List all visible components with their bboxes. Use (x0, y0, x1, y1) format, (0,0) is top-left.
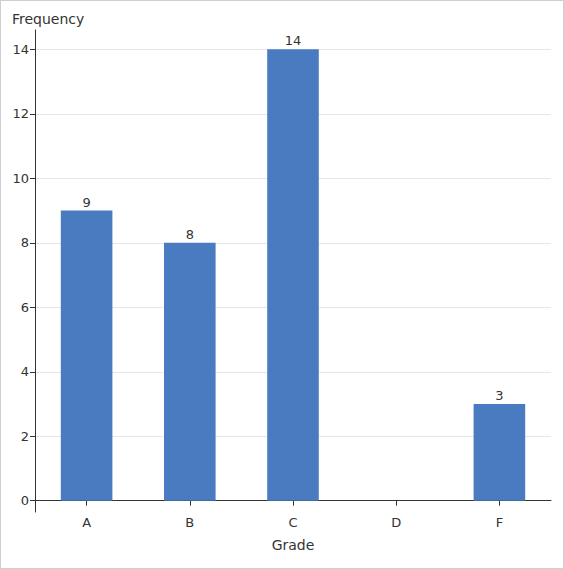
svg-text:D: D (391, 515, 401, 530)
svg-text:6: 6 (21, 300, 29, 315)
svg-text:Frequency: Frequency (12, 11, 84, 27)
svg-text:14: 14 (12, 42, 29, 57)
svg-text:9: 9 (82, 195, 90, 210)
svg-text:3: 3 (495, 388, 503, 403)
svg-text:14: 14 (285, 33, 302, 48)
svg-text:10: 10 (12, 171, 29, 186)
svg-text:0: 0 (21, 493, 29, 508)
svg-text:B: B (185, 515, 194, 530)
svg-text:Grade: Grade (272, 537, 315, 553)
svg-text:A: A (82, 515, 91, 530)
svg-text:F: F (496, 515, 503, 530)
svg-text:12: 12 (12, 106, 29, 121)
svg-text:2: 2 (21, 429, 29, 444)
svg-text:8: 8 (21, 235, 29, 250)
svg-text:C: C (288, 515, 297, 530)
svg-text:4: 4 (21, 364, 29, 379)
svg-text:8: 8 (186, 227, 194, 242)
